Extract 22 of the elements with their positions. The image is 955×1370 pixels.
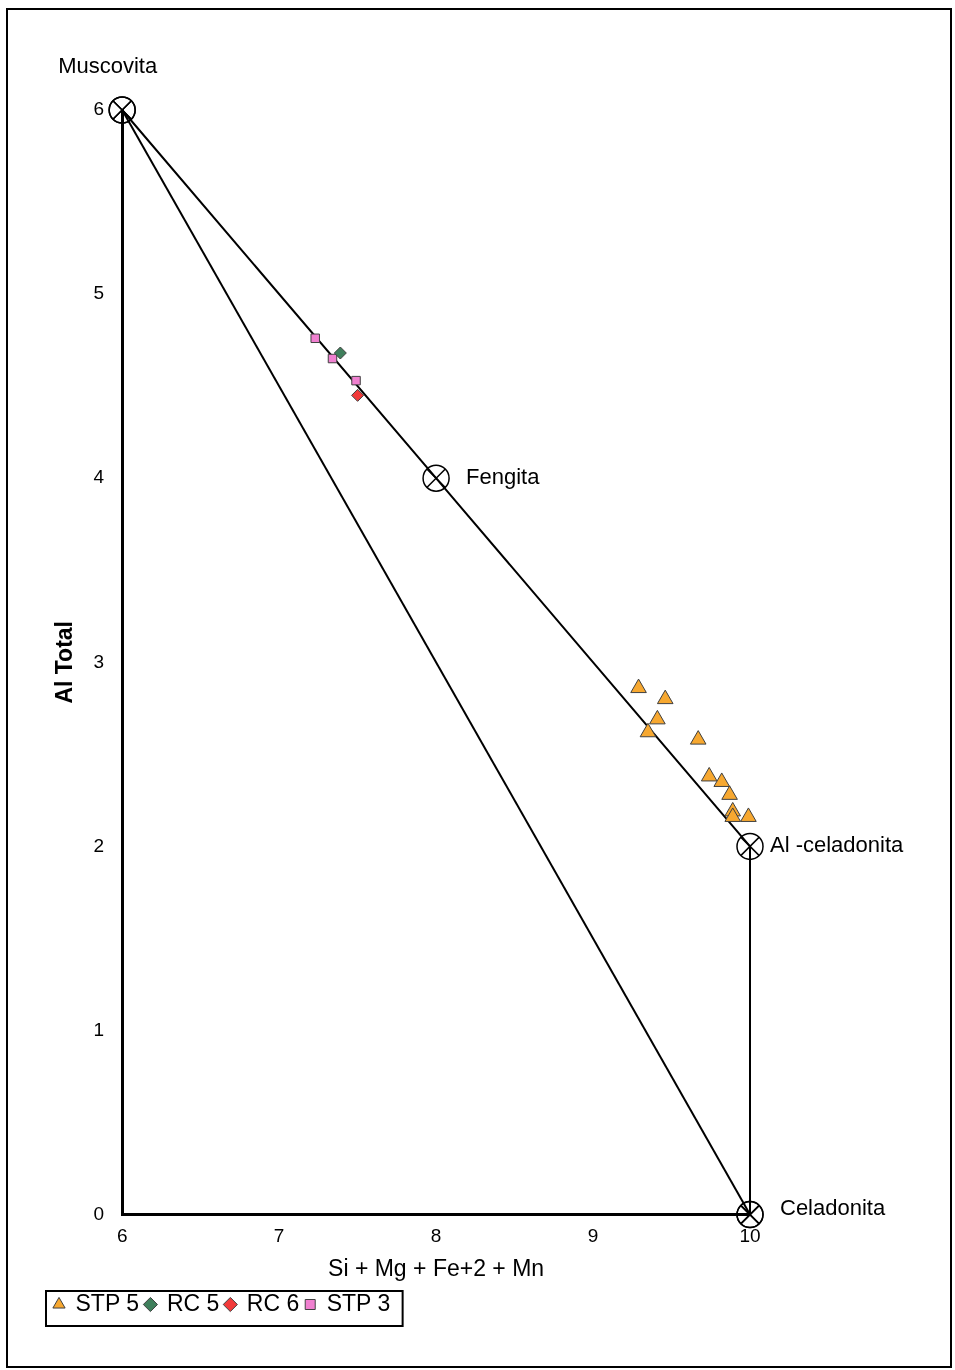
x-tick-label: 9 (587, 1225, 599, 1247)
legend-label: STP 5 (75, 1289, 139, 1316)
annotation: Fengita (466, 464, 541, 490)
y-tick-label: 0 (93, 1202, 105, 1224)
annotation: Muscovita (58, 53, 158, 79)
y-tick-label: 2 (93, 834, 105, 856)
y-tick-label: 4 (93, 466, 105, 488)
y-tick-label: 3 (93, 650, 105, 672)
legend-label: STP 3 (326, 1289, 391, 1316)
x-tick-label: 6 (116, 1225, 128, 1247)
annotation: Al -celadonita (770, 832, 905, 858)
y-axis-title: Al Total (51, 620, 78, 704)
annotation: Celadonita (780, 1194, 886, 1220)
x-axis-title: Si + Mg + Fe+2 + Mn (328, 1254, 545, 1281)
legend-label: RC 6 (246, 1289, 300, 1316)
x-tick-label: 10 (739, 1225, 761, 1247)
y-tick-label: 5 (93, 282, 105, 304)
legend-label: RC 5 (166, 1289, 220, 1316)
y-tick-label: 1 (93, 1018, 105, 1040)
x-tick-label: 8 (430, 1225, 442, 1247)
y-tick-label: 6 (93, 98, 105, 120)
x-tick-label: 7 (273, 1225, 285, 1247)
